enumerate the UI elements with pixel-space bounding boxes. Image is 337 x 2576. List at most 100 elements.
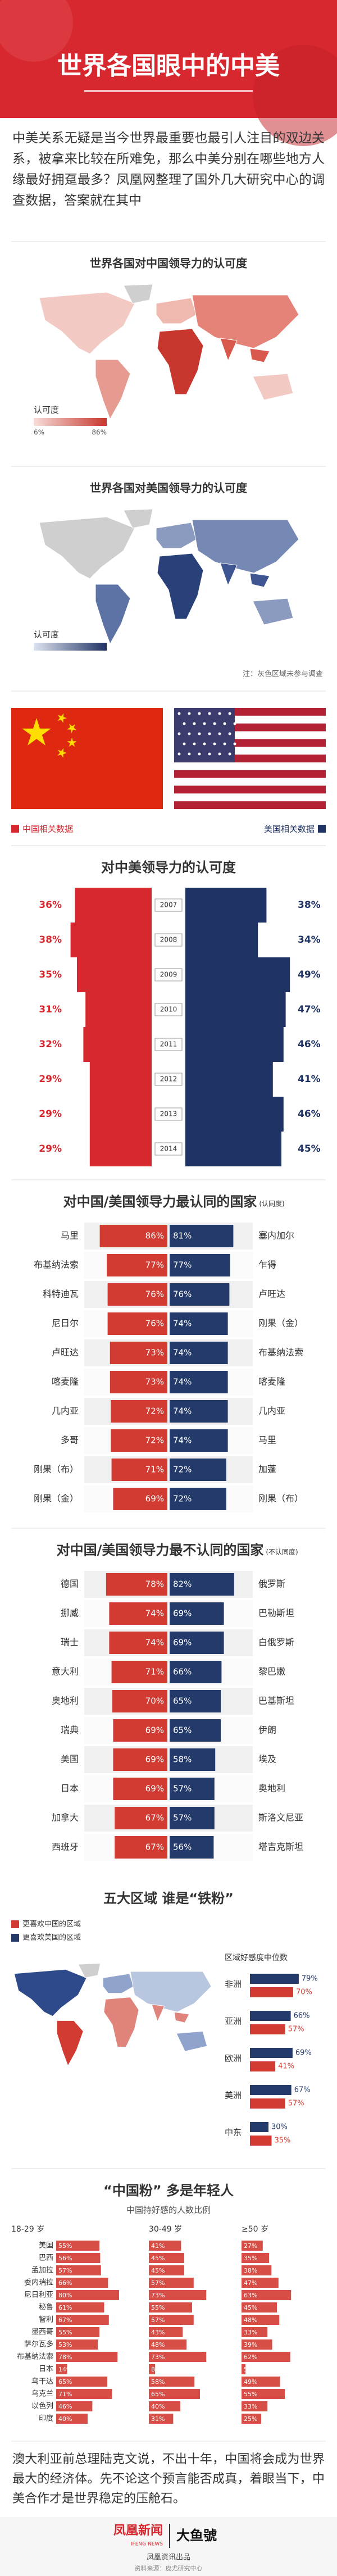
bar (250, 2085, 292, 2095)
bar (170, 1429, 228, 1452)
country-label: 塞内加尔 (258, 1230, 294, 1241)
map-region (192, 519, 299, 574)
bar (56, 2302, 104, 2313)
value-label: 32% (39, 1039, 62, 1050)
bar (242, 2401, 268, 2411)
country-label: 萨尔瓦多 (24, 2340, 53, 2349)
bar (185, 957, 290, 992)
bar (170, 1225, 234, 1247)
country-label: 奥地利 (52, 1696, 79, 1706)
row-strip (84, 1834, 253, 1861)
country-label: 卢旺达 (52, 1347, 79, 1358)
value-label: 58% (173, 1755, 192, 1765)
bar (56, 2364, 67, 2374)
value-label: 45% (298, 1143, 321, 1155)
value-label: 69% (295, 2049, 312, 2057)
year-label: 2009 (160, 971, 177, 979)
country-label: 加拿大 (52, 1812, 79, 1823)
bar (111, 1429, 167, 1452)
bar (250, 2098, 285, 2109)
value-label: 57% (288, 2025, 304, 2034)
country-label: 以色列 (31, 2402, 53, 2411)
bar (109, 1632, 167, 1654)
bar (149, 2352, 207, 2362)
value-label: 71% (145, 1465, 164, 1475)
year-label: 2012 (160, 1075, 177, 1083)
footer-band (0, 2517, 337, 2576)
column-header: 18-29 岁 (11, 2225, 44, 2234)
country-label: 秘鲁 (39, 2304, 53, 2312)
flag-dot (193, 742, 196, 746)
partner-logo: 大鱼號 (176, 2528, 217, 2543)
value-label: 41% (151, 2242, 165, 2250)
year-box (154, 1073, 183, 1086)
country-label: 俄罗斯 (258, 1579, 285, 1589)
map-legend-item: 更喜欢美国的区域 (22, 1933, 81, 1942)
value-label: 55% (58, 2329, 72, 2336)
value-label: 49% (244, 2378, 257, 2386)
value-label: 66% (58, 2279, 72, 2287)
flag-dot (218, 752, 221, 756)
value-label: 69% (145, 1755, 164, 1765)
value-label: 56% (173, 1842, 192, 1852)
value-label: 77% (145, 1260, 164, 1270)
bar (170, 1807, 215, 1829)
year-label: 2014 (160, 1145, 177, 1153)
year-box (154, 1003, 183, 1016)
value-label: 57% (151, 2279, 165, 2287)
subtitle: 中国持好感的人数比例 (126, 2205, 211, 2215)
value-label: 38% (39, 934, 62, 946)
value-label: 45% (151, 2267, 165, 2274)
value-label: 69% (145, 1784, 164, 1794)
value-label: 49% (298, 969, 321, 980)
row-strip (84, 1746, 253, 1773)
country-label: 马里 (61, 1230, 79, 1241)
value-label: 57% (173, 1813, 192, 1823)
flag-canton (174, 708, 235, 762)
bar (149, 2253, 184, 2263)
row-strip (84, 1775, 253, 1802)
value-label: 55% (244, 2391, 257, 2398)
section-title: “中国粉” 多是年轻人 (103, 2183, 234, 2198)
legend-swatch (11, 1920, 19, 1928)
map-legend-item: 更喜欢中国的区域 (22, 1920, 81, 1929)
logo-en: IFENG NEWS (131, 2542, 163, 2547)
page-title: 世界各国眼中的中美 (57, 52, 280, 80)
country-label: 智利 (39, 2316, 53, 2324)
bar (115, 1836, 167, 1859)
flag-dot (228, 732, 231, 735)
bar (170, 1254, 230, 1276)
value-label: 57% (151, 2316, 165, 2324)
map-note: 注：灰色区域未参与调查 (243, 670, 323, 679)
section-title: 对中美领导力的认可度 (101, 860, 236, 875)
map-legend-max: 86% (92, 429, 107, 437)
country-label: 挪威 (61, 1608, 79, 1619)
map-region (56, 2020, 84, 2067)
flag-dot (213, 722, 216, 725)
bar (113, 1778, 167, 1800)
value-label: 77% (173, 1260, 192, 1270)
column-header: ≥50 岁 (242, 2225, 268, 2234)
flag-dot (223, 722, 226, 725)
bar (89, 1097, 152, 1132)
value-label: 70% (145, 1696, 164, 1706)
bar (170, 1400, 228, 1423)
map-legend-title: 认可度 (34, 630, 59, 640)
row-strip (84, 1659, 253, 1685)
bar (149, 2364, 156, 2374)
value-label: 45% (244, 2304, 257, 2311)
flag-star (57, 713, 67, 723)
year-box (154, 1107, 183, 1121)
bar (56, 2327, 99, 2337)
map-legend-min: 6% (34, 429, 44, 437)
flag-dot (213, 742, 216, 746)
value-label: 38% (298, 899, 321, 911)
flag-dot (228, 752, 231, 756)
flag-stripe (174, 801, 326, 809)
map-legend-title: 认可度 (34, 405, 59, 415)
value-label: 78% (58, 2354, 72, 2361)
value-label: 61% (58, 2304, 72, 2311)
value-label: 74% (145, 1609, 164, 1619)
bar (149, 2302, 192, 2313)
